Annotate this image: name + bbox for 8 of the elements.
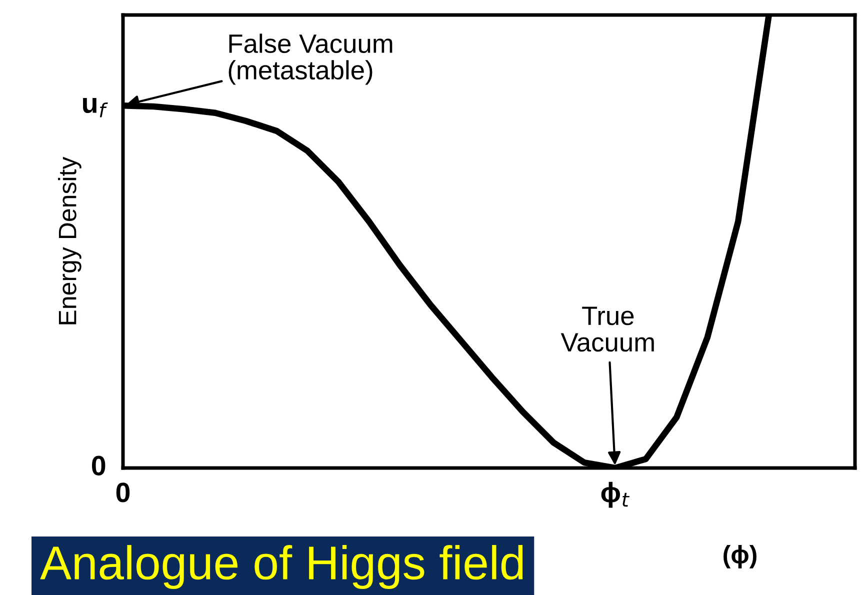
y-axis-title: Energy Density [58, 156, 82, 324]
x-tick-label: ϕ$_{t}$ [601, 482, 630, 508]
x-axis-title: (ϕ) [724, 545, 756, 568]
text: 0 [92, 456, 106, 476]
annotation: False Vacuum (metastable) [228, 34, 392, 85]
annotation: True Vacuum [560, 306, 654, 352]
text: Analogue of Higgs field [40, 544, 523, 590]
text: u$_{f}$ [83, 98, 108, 118]
